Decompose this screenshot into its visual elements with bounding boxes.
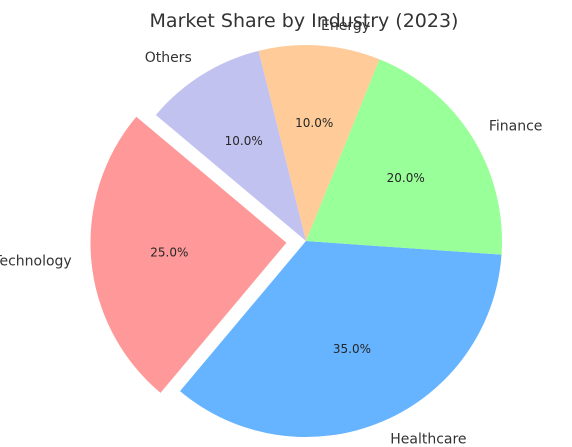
chart-title: Market Share by Industry (2023) xyxy=(150,10,459,32)
slice-label-healthcare: Healthcare xyxy=(390,431,466,447)
slice-label-others: Others xyxy=(145,50,192,66)
pie-slices xyxy=(90,45,502,437)
slice-percent-technology: 25.0% xyxy=(150,245,188,259)
slice-percent-healthcare: 35.0% xyxy=(333,342,371,356)
slice-percent-others: 10.0% xyxy=(225,134,263,148)
slice-label-technology: Technology xyxy=(0,253,72,269)
slice-label-energy: Energy xyxy=(321,18,370,34)
slice-percent-energy: 10.0% xyxy=(295,116,333,130)
slice-label-finance: Finance xyxy=(489,119,543,135)
slice-percent-finance: 20.0% xyxy=(387,171,425,185)
